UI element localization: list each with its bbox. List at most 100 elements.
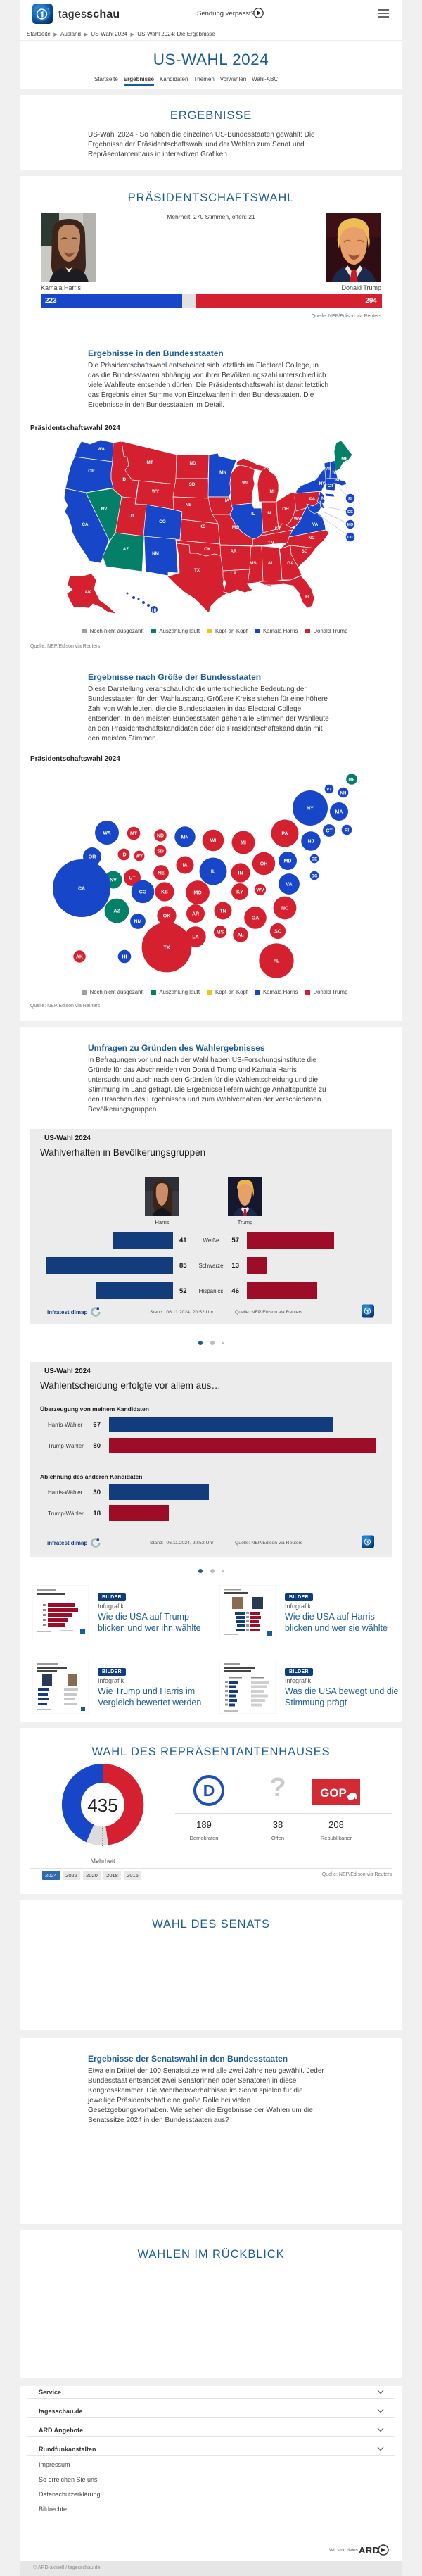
svg-text:MN: MN bbox=[219, 470, 226, 475]
svg-text:OR: OR bbox=[89, 855, 96, 860]
svg-text:NC: NC bbox=[281, 907, 288, 911]
svg-text:UT: UT bbox=[129, 514, 135, 519]
svg-text:WY: WY bbox=[136, 855, 143, 859]
svg-text:OK: OK bbox=[204, 547, 211, 552]
svg-text:DC: DC bbox=[347, 536, 353, 540]
svg-text:AL: AL bbox=[268, 561, 274, 566]
svg-text:SC: SC bbox=[302, 549, 308, 554]
svg-text:DC: DC bbox=[312, 875, 318, 879]
svg-text:VT: VT bbox=[325, 467, 331, 472]
svg-text:WV: WV bbox=[256, 888, 264, 893]
svg-text:NV: NV bbox=[101, 507, 108, 512]
svg-text:SC: SC bbox=[274, 930, 281, 935]
svg-text:MN: MN bbox=[181, 835, 189, 840]
svg-text:MI: MI bbox=[241, 841, 246, 846]
svg-text:AK: AK bbox=[76, 955, 83, 960]
svg-text:CA: CA bbox=[78, 887, 85, 892]
svg-text:OR: OR bbox=[88, 469, 95, 474]
svg-text:IA: IA bbox=[225, 498, 230, 503]
svg-text:GOP: GOP bbox=[320, 1786, 347, 1800]
svg-text:GA: GA bbox=[252, 916, 260, 921]
svg-text:MO: MO bbox=[193, 891, 202, 896]
svg-text:VT: VT bbox=[326, 788, 332, 793]
svg-text:NE: NE bbox=[186, 503, 192, 507]
svg-text:ND: ND bbox=[189, 461, 196, 466]
svg-text:MD: MD bbox=[284, 859, 292, 864]
svg-text:HI: HI bbox=[122, 955, 127, 960]
svg-text:PA: PA bbox=[309, 497, 316, 502]
svg-text:NJ: NJ bbox=[321, 496, 328, 501]
svg-text:NC: NC bbox=[308, 536, 315, 541]
svg-text:WA: WA bbox=[103, 831, 110, 836]
svg-text:TX: TX bbox=[164, 946, 170, 951]
svg-text:TN: TN bbox=[268, 541, 274, 545]
svg-text:WI: WI bbox=[242, 481, 248, 486]
svg-text:NY: NY bbox=[307, 807, 314, 812]
svg-text:MI: MI bbox=[270, 489, 275, 494]
svg-text:AL: AL bbox=[237, 933, 244, 938]
svg-text:NY: NY bbox=[319, 481, 326, 486]
svg-text:NJ: NJ bbox=[308, 840, 314, 845]
svg-text:NM: NM bbox=[134, 920, 142, 925]
svg-text:OK: OK bbox=[163, 914, 171, 919]
svg-text:MS: MS bbox=[217, 930, 224, 935]
svg-text:MT: MT bbox=[146, 460, 153, 465]
svg-text:CT: CT bbox=[328, 484, 334, 488]
svg-text:MS: MS bbox=[250, 561, 256, 566]
svg-text:NE: NE bbox=[158, 871, 165, 876]
svg-text:GA: GA bbox=[287, 561, 294, 566]
svg-text:CA: CA bbox=[82, 522, 89, 527]
svg-text:WY: WY bbox=[152, 489, 160, 494]
svg-text:NM: NM bbox=[152, 551, 159, 556]
svg-text:FL: FL bbox=[305, 595, 311, 600]
svg-text:AZ: AZ bbox=[113, 909, 120, 914]
svg-text:HI: HI bbox=[152, 609, 156, 613]
svg-text:MD: MD bbox=[347, 523, 354, 527]
svg-text:LA: LA bbox=[192, 935, 198, 940]
svg-text:ME: ME bbox=[349, 778, 355, 783]
svg-text:OH: OH bbox=[260, 862, 268, 867]
svg-text:MO: MO bbox=[232, 525, 239, 530]
svg-text:ND: ND bbox=[157, 834, 164, 839]
svg-text:IA: IA bbox=[183, 864, 188, 869]
svg-text:WV: WV bbox=[294, 517, 302, 522]
svg-text:AK: AK bbox=[84, 590, 91, 595]
svg-text:ID: ID bbox=[122, 477, 127, 482]
svg-text:MA: MA bbox=[335, 810, 343, 815]
svg-text:FL: FL bbox=[274, 959, 280, 964]
svg-text:CO: CO bbox=[159, 519, 166, 524]
svg-text:VA: VA bbox=[286, 883, 292, 888]
svg-text:ID: ID bbox=[122, 853, 127, 858]
svg-text:IL: IL bbox=[251, 512, 255, 517]
svg-text:RI: RI bbox=[348, 497, 352, 501]
svg-text:ME: ME bbox=[341, 457, 347, 462]
svg-text:RI: RI bbox=[345, 829, 349, 833]
svg-text:AR: AR bbox=[230, 549, 237, 554]
svg-text:DE: DE bbox=[312, 858, 317, 862]
svg-text:MA: MA bbox=[335, 478, 343, 483]
svg-text:IL: IL bbox=[211, 870, 216, 875]
svg-text:SD: SD bbox=[157, 850, 164, 854]
svg-text:NH: NH bbox=[340, 792, 347, 796]
svg-text:AR: AR bbox=[192, 912, 199, 917]
svg-text:CO: CO bbox=[139, 890, 147, 895]
svg-text:AZ: AZ bbox=[123, 547, 129, 552]
svg-text:KS: KS bbox=[161, 890, 168, 895]
svg-text:UT: UT bbox=[129, 876, 136, 881]
svg-text:WI: WI bbox=[210, 839, 217, 844]
svg-text:KS: KS bbox=[200, 524, 206, 529]
svg-text:DE: DE bbox=[347, 510, 353, 514]
svg-text:PA: PA bbox=[281, 832, 288, 837]
svg-text:KY: KY bbox=[236, 890, 243, 895]
svg-text:TN: TN bbox=[219, 909, 226, 914]
svg-text:LA: LA bbox=[231, 571, 237, 576]
svg-text:OH: OH bbox=[282, 507, 289, 512]
svg-text:KY: KY bbox=[275, 526, 282, 531]
svg-text:NV: NV bbox=[110, 878, 117, 883]
svg-text:NH: NH bbox=[332, 470, 339, 475]
svg-text:CT: CT bbox=[326, 829, 333, 834]
svg-text:IN: IN bbox=[238, 871, 243, 876]
svg-text:D: D bbox=[203, 1781, 215, 1800]
svg-text:WA: WA bbox=[98, 447, 106, 452]
svg-text:TX: TX bbox=[194, 568, 200, 573]
